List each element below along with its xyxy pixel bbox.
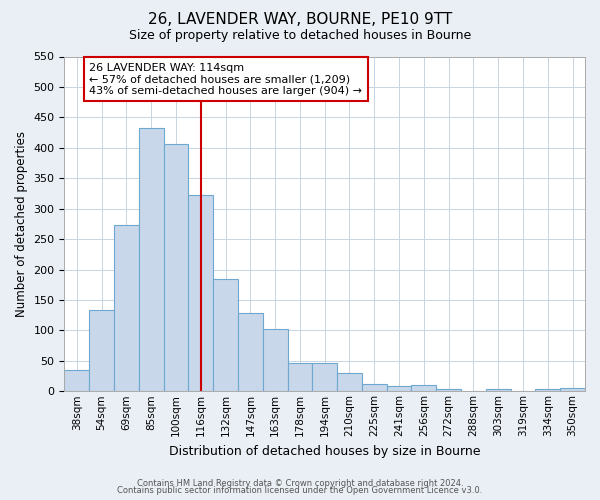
Text: Contains HM Land Registry data © Crown copyright and database right 2024.: Contains HM Land Registry data © Crown c…	[137, 479, 463, 488]
Y-axis label: Number of detached properties: Number of detached properties	[15, 131, 28, 317]
Bar	[436, 389, 461, 392]
Bar	[287, 364, 313, 392]
Bar	[412, 385, 436, 392]
Text: Contains public sector information licensed under the Open Government Licence v3: Contains public sector information licen…	[118, 486, 482, 495]
Bar	[89, 310, 114, 392]
Bar	[164, 144, 188, 392]
Bar	[486, 389, 511, 392]
Bar	[64, 370, 89, 392]
Text: Size of property relative to detached houses in Bourne: Size of property relative to detached ho…	[129, 28, 471, 42]
X-axis label: Distribution of detached houses by size in Bourne: Distribution of detached houses by size …	[169, 444, 481, 458]
Bar	[188, 194, 213, 392]
Bar	[213, 280, 238, 392]
Bar	[362, 384, 386, 392]
Bar	[313, 364, 337, 392]
Bar	[139, 128, 164, 392]
Bar	[114, 225, 139, 392]
Bar	[560, 388, 585, 392]
Bar	[386, 386, 412, 392]
Text: 26 LAVENDER WAY: 114sqm
← 57% of detached houses are smaller (1,209)
43% of semi: 26 LAVENDER WAY: 114sqm ← 57% of detache…	[89, 62, 362, 96]
Text: 26, LAVENDER WAY, BOURNE, PE10 9TT: 26, LAVENDER WAY, BOURNE, PE10 9TT	[148, 12, 452, 28]
Bar	[238, 314, 263, 392]
Bar	[263, 328, 287, 392]
Bar	[337, 373, 362, 392]
Bar	[535, 389, 560, 392]
